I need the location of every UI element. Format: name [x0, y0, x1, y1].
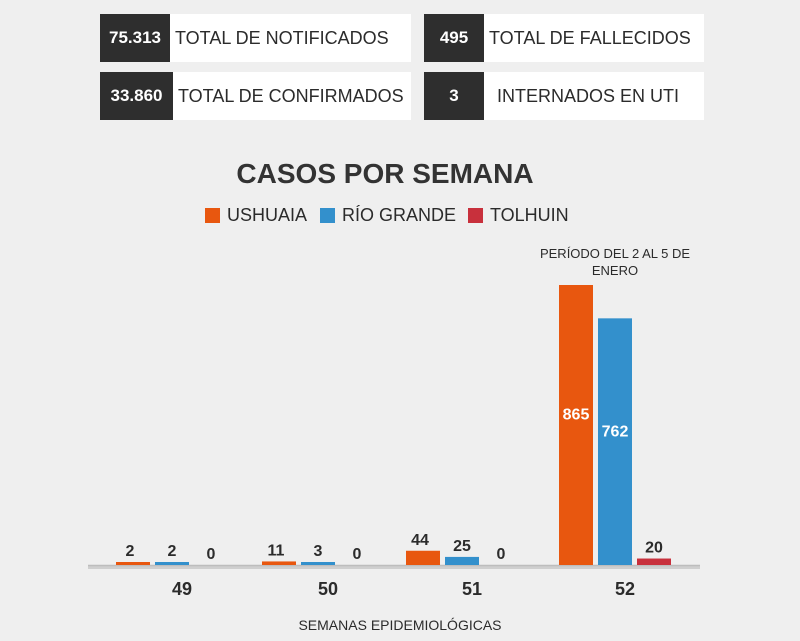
data-label: 2	[168, 543, 177, 560]
bar-r-o-grande-50	[301, 562, 335, 565]
legend-swatch	[468, 208, 483, 223]
x-tick-label: 52	[615, 579, 635, 599]
data-label: 0	[353, 546, 362, 563]
bar-ushuaia-50	[262, 561, 296, 565]
legend-label: USHUAIA	[227, 205, 308, 225]
x-axis-title: SEMANAS EPIDEMIOLÓGICAS	[298, 617, 502, 633]
data-label: 11	[268, 542, 285, 559]
data-label: 44	[411, 532, 429, 549]
legend-swatch	[320, 208, 335, 223]
data-label: 0	[207, 546, 216, 563]
bar-r-o-grande-52	[598, 318, 632, 565]
legend-swatch	[205, 208, 220, 223]
chart-title: CASOS POR SEMANA	[236, 158, 534, 189]
stat-value: 3	[424, 72, 484, 120]
bar-tolhuin-52	[637, 558, 671, 565]
stat-label: TOTAL DE FALLECIDOS	[489, 27, 691, 48]
data-label: 0	[497, 546, 506, 563]
data-label: 2	[126, 543, 135, 560]
stat-value: 495	[424, 14, 484, 62]
bar-r-o-grande-51	[445, 556, 479, 565]
stat-value: 75.313	[100, 14, 170, 62]
legend-item-rio-grande: RÍO GRANDE	[320, 205, 456, 226]
data-label: 865	[563, 406, 590, 423]
stat-value: 33.860	[100, 72, 173, 120]
stat-total-fallecidos: 495 TOTAL DE FALLECIDOS	[424, 14, 704, 62]
data-label: 20	[645, 540, 663, 557]
data-label: 762	[602, 424, 629, 441]
legend-label: TOLHUIN	[490, 205, 569, 225]
stat-total-notificados: 75.313 TOTAL DE NOTIFICADOS	[100, 14, 411, 62]
data-label: 25	[453, 538, 471, 555]
stat-total-confirmados: 33.860 TOTAL DE CONFIRMADOS	[100, 72, 411, 120]
stat-label: TOTAL DE CONFIRMADOS	[178, 85, 404, 106]
bar-ushuaia-49	[116, 562, 150, 565]
legend-item-tolhuin: TOLHUIN	[468, 205, 569, 226]
chart-legend: USHUAIA RÍO GRANDE TOLHUIN	[0, 205, 800, 227]
x-tick-label: 51	[462, 579, 482, 599]
stat-label: TOTAL DE NOTIFICADOS	[175, 27, 389, 48]
bar-ushuaia-52	[559, 285, 593, 565]
bar-r-o-grande-49	[155, 562, 189, 565]
x-tick-label: 49	[172, 579, 192, 599]
data-label: 3	[314, 543, 323, 560]
legend-item-ushuaia: USHUAIA	[205, 205, 307, 226]
bar-ushuaia-51	[406, 550, 440, 565]
baseline-shadow	[88, 565, 700, 569]
chart-annotation: PERÍODO DEL 2 AL 5 DE ENERO	[539, 246, 691, 278]
x-tick-label: 50	[318, 579, 338, 599]
stat-label: INTERNADOS EN UTI	[497, 85, 680, 106]
stat-internados-uti: 3 INTERNADOS EN UTI	[424, 72, 704, 120]
legend-label: RÍO GRANDE	[342, 205, 457, 225]
